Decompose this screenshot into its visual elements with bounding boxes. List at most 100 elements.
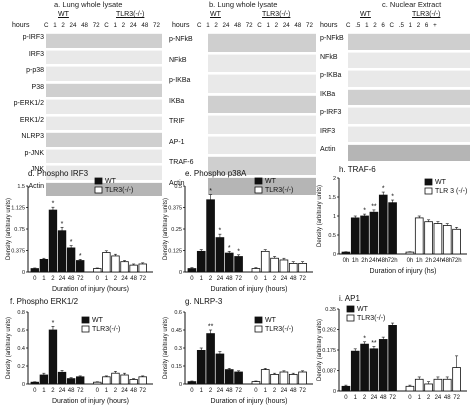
blot-c-band-strip [348, 107, 470, 124]
chart-d-bar [57, 230, 67, 273]
chart-d-y-tick-label: 0 [22, 270, 25, 276]
blot-a-lanes: C 1 2 24 48 72 C 1 2 24 48 72 [44, 22, 160, 29]
chart-f-bar [138, 376, 147, 385]
chart-d-bar [111, 255, 120, 273]
chart-h-x-tick-label: 1h [352, 258, 359, 264]
chart-i-bar [341, 385, 351, 392]
chart-h-bar [424, 221, 433, 255]
chart-e-legend-label: TLR3(-/-) [265, 187, 293, 194]
chart-d-significance-mark: * [70, 239, 73, 246]
chart-h-x-tick-label: 2h [425, 258, 432, 264]
chart-f-x-tick-label: 0 [33, 388, 37, 394]
chart-i-bar [378, 339, 388, 392]
blot-c-row-label: Actin [320, 146, 336, 154]
chart-g-legend-label: TLR3(-/-) [265, 326, 293, 333]
chart-h-legend-label: TLR 3 (-/-) [435, 188, 467, 195]
chart-e-x-tick-label: 48 [290, 276, 297, 282]
blot-c-title: c. Nuclear Extract [382, 0, 442, 9]
chart-e-x-tick-label: 0 [190, 276, 194, 282]
chart-h-x-tick-label: 0h [343, 258, 350, 264]
chart-f-bar [57, 371, 67, 385]
chart-i-x-tick-label: 2 [363, 395, 367, 401]
blot-b-row-label: p-IKBa [169, 77, 191, 85]
chart-h-x-tick-label: 24h [433, 258, 443, 264]
chart-i-x-tick-label: 72 [453, 395, 460, 401]
blot-b-lanes: C 1 2 24 48 72 C 1 2 24 48 72 [197, 22, 313, 29]
chart-d-legend-swatch [94, 177, 103, 185]
chart-e-title: e. Phospho p38A [185, 169, 247, 178]
blot-c-band-strip [348, 33, 470, 50]
chart-f-y-tick-label: 0.6 [17, 328, 25, 334]
chart-f-x-tick-label: 72 [77, 388, 84, 394]
chart-e-x-tick-label: 24 [281, 276, 288, 282]
chart-g-bar [251, 381, 261, 385]
chart-h-y-tick-label: 2 [333, 176, 336, 182]
chart-d-x-tick-label: 2 [114, 276, 118, 282]
chart-d-x-tick-label: 0 [96, 276, 100, 282]
chart-e-x-tick-label: 2 [273, 276, 277, 282]
chart-e-y-tick-label: 0.5 [174, 184, 182, 190]
blot-c-band-strip [348, 125, 470, 142]
chart-e-significance-mark: * [237, 248, 240, 255]
chart-g-legend-swatch [254, 316, 263, 324]
chart-d-x-tick-label: 0 [33, 276, 37, 282]
chart-d-x-tick-label: 24 [121, 276, 128, 282]
chart-g-x-tick-label: 48 [290, 388, 297, 394]
chart-h-y-tick-label: 0.5 [328, 233, 336, 239]
blot-b-band-strip [208, 53, 316, 72]
blot-b-row-label: Actin [169, 179, 185, 187]
chart-d-bar [66, 247, 76, 273]
blot-c-ko-label: TLR3(-/-) [412, 11, 441, 18]
chart-h-x-tick-label: 72h [388, 258, 398, 264]
chart-i-x-tick-label: 0 [408, 395, 412, 401]
chart-h-bar [350, 217, 360, 255]
chart-h-y-tick-label: 1.5 [328, 195, 336, 201]
chart-i-bar [360, 343, 369, 392]
chart-h-x-tick-label: 1h [416, 258, 423, 264]
chart-d-x-tick-label: 48 [68, 276, 75, 282]
chart-g-legend-label: WT [265, 317, 277, 324]
chart-i-bar [369, 348, 379, 392]
blot-b-wt-label: WT [210, 11, 221, 18]
chart-e-bar [270, 257, 279, 273]
chart-e-x-tick-label: 2 [209, 276, 213, 282]
blot-a-band-strip [46, 148, 162, 163]
chart-i-y-tick-label: 0.175 [322, 348, 336, 354]
blot-a-row-label: Actin [28, 182, 44, 190]
chart-h-bar [452, 228, 461, 255]
chart-e-bar [260, 250, 270, 273]
chart-e-x-tick-label: 24 [217, 276, 224, 282]
blot-b-band-strip [208, 74, 316, 93]
chart-i-x-tick-label: 72 [389, 395, 396, 401]
chart-d-bar [30, 268, 39, 273]
chart-e-significance-mark: * [228, 245, 231, 252]
chart-i-bar [388, 324, 397, 392]
chart-g-y-tick-label: 0.45 [171, 328, 182, 334]
chart-i-bar [452, 367, 461, 392]
chart-f-bar [93, 381, 102, 385]
chart-f-bar [129, 379, 138, 385]
chart-f-x-tick-label: 1 [42, 388, 46, 394]
chart-h-bar [442, 225, 452, 255]
chart-e-bar [234, 256, 243, 273]
chart-g-bar [206, 333, 215, 385]
chart-e-x-tick-label: 72 [235, 276, 242, 282]
chart-d-bar [93, 268, 102, 273]
chart-g-x-tick-label: 0 [254, 388, 258, 394]
chart-f-x-tick-label: 24 [121, 388, 128, 394]
chart-g-x-tick-label: 0 [190, 388, 194, 394]
blot-b-row-label: NFkB [169, 56, 187, 64]
blot-b-band-strip [208, 176, 316, 195]
blot-b-row-label: TRAF-6 [169, 159, 194, 167]
chart-d-y-tick-label: 1.125 [11, 206, 25, 212]
blot-b-row-label: AP-1 [169, 138, 185, 146]
chart-g-bar [298, 371, 307, 385]
blot-a-row-label: p-JNK [24, 149, 44, 157]
blot-c-band-strip [348, 144, 470, 161]
chart-h-legend-swatch [424, 178, 433, 186]
chart-e-bar [251, 268, 261, 273]
chart-f-bar [39, 374, 49, 385]
chart-i-x-tick-label: 24 [435, 395, 442, 401]
chart-h-significance-mark: * [363, 208, 366, 215]
chart-i-bar [350, 350, 360, 392]
